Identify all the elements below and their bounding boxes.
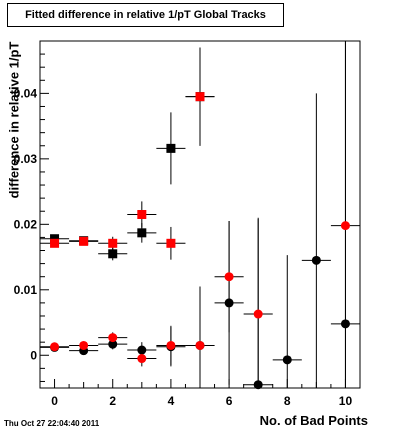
data-point-square xyxy=(166,238,176,248)
y-tick-label: 0 xyxy=(30,348,37,362)
x-tick-label: 10 xyxy=(339,394,353,408)
data-point-circle xyxy=(108,339,118,349)
data-point-square xyxy=(137,228,147,238)
data-point-circle xyxy=(79,340,89,350)
data-point-square xyxy=(50,238,60,248)
y-tick-label: 0.02 xyxy=(14,217,38,231)
data-point-circle xyxy=(340,221,350,231)
data-point-circle xyxy=(311,255,321,265)
data-point-circle xyxy=(50,342,60,352)
x-tick-label: 4 xyxy=(168,394,175,408)
data-point-square xyxy=(108,238,118,248)
x-axis-label: No. of Bad Points xyxy=(259,413,368,428)
data-point-circle xyxy=(166,340,176,350)
y-tick-label: 0.03 xyxy=(14,152,38,166)
data-point-circle xyxy=(253,309,263,319)
y-tick-label: 0.04 xyxy=(14,86,38,100)
data-point-square xyxy=(79,236,89,246)
data-point-circle xyxy=(108,333,118,343)
timestamp: Thu Oct 27 22:04:40 2011 xyxy=(4,419,100,428)
data-point-square xyxy=(195,92,205,102)
x-tick-label: 8 xyxy=(284,394,291,408)
data-point-square xyxy=(166,143,176,153)
data-point-circle xyxy=(137,354,147,364)
data-point-square xyxy=(108,249,118,259)
data-point-circle xyxy=(282,355,292,365)
y-tick-label: 0.01 xyxy=(14,283,38,297)
data-point-square xyxy=(50,234,60,244)
data-point-circle xyxy=(195,340,205,350)
x-tick-label: 2 xyxy=(109,394,116,408)
data-point-circle xyxy=(137,345,147,355)
x-tick-label: 0 xyxy=(51,394,58,408)
data-point-square xyxy=(137,210,147,219)
chart-title: Fitted difference in relative 1/pT Globa… xyxy=(7,3,284,27)
x-tick-label: 6 xyxy=(226,394,233,408)
data-point-circle xyxy=(224,272,234,282)
